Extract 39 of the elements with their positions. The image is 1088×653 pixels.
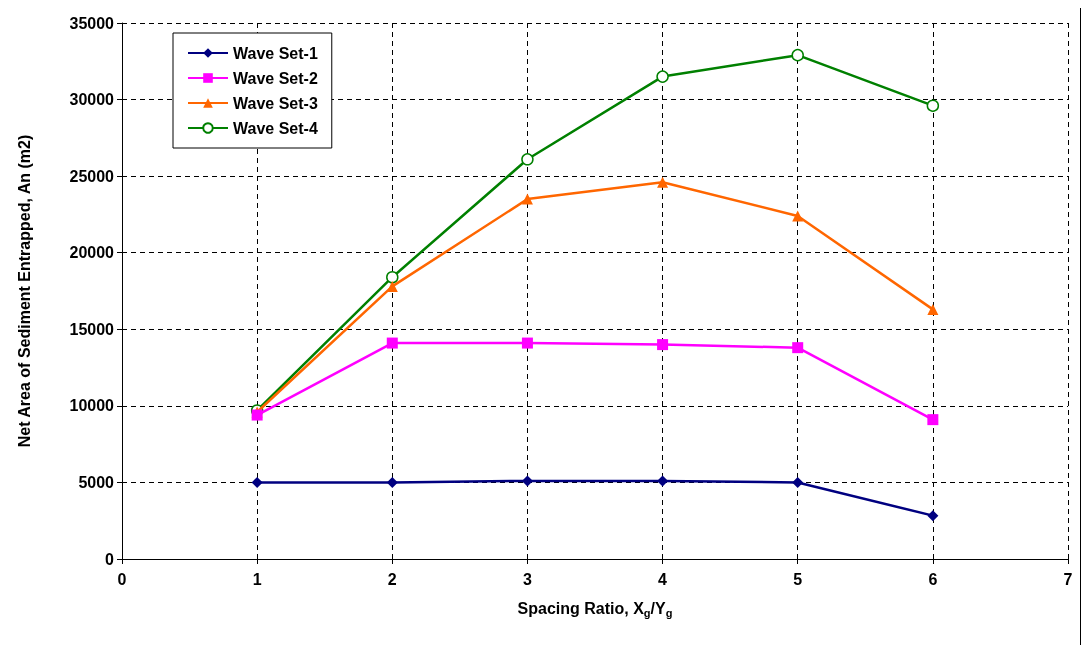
x-tick-label: 5 bbox=[793, 570, 803, 588]
x-tick-label: 6 bbox=[928, 570, 938, 588]
point bbox=[521, 337, 533, 349]
x-tick-label: 1 bbox=[252, 570, 262, 588]
point bbox=[927, 414, 939, 426]
y-tick-label: 0 bbox=[105, 550, 115, 568]
point bbox=[791, 48, 804, 62]
point bbox=[386, 270, 399, 284]
legend-label: Wave Set-2 bbox=[233, 69, 318, 87]
point bbox=[792, 342, 804, 354]
x-tick-label: 2 bbox=[387, 570, 397, 588]
x-tick-label: 4 bbox=[658, 570, 668, 588]
point bbox=[386, 476, 398, 488]
y-tick-label: 5000 bbox=[78, 473, 115, 491]
point bbox=[657, 339, 669, 351]
y-tick-label: 25000 bbox=[69, 167, 115, 185]
y-axis-title: Net Area of Sediment Entrapped, An (m2) bbox=[15, 134, 33, 448]
x-tick-label: 0 bbox=[117, 570, 127, 588]
y-tick-label: 10000 bbox=[69, 397, 115, 415]
x-tick-label: 7 bbox=[1063, 570, 1073, 588]
y-tick-label: 35000 bbox=[69, 14, 115, 32]
y-tick-label: 30000 bbox=[69, 91, 115, 109]
y-tick-label: 20000 bbox=[69, 244, 115, 262]
point bbox=[521, 193, 533, 205]
x-tick-label: 3 bbox=[522, 570, 532, 588]
legend-label: Wave Set-3 bbox=[233, 94, 318, 112]
point bbox=[251, 476, 263, 488]
y-tick-label: 15000 bbox=[69, 320, 115, 338]
point bbox=[927, 303, 939, 315]
point bbox=[792, 476, 804, 488]
point bbox=[927, 510, 939, 522]
point bbox=[656, 70, 669, 83]
point bbox=[792, 210, 804, 222]
point bbox=[657, 176, 669, 188]
point bbox=[926, 99, 940, 112]
legend-label: Wave Set-4 bbox=[233, 119, 318, 137]
point bbox=[521, 153, 534, 166]
legend-label: Wave Set-1 bbox=[233, 44, 318, 62]
point bbox=[386, 337, 398, 349]
